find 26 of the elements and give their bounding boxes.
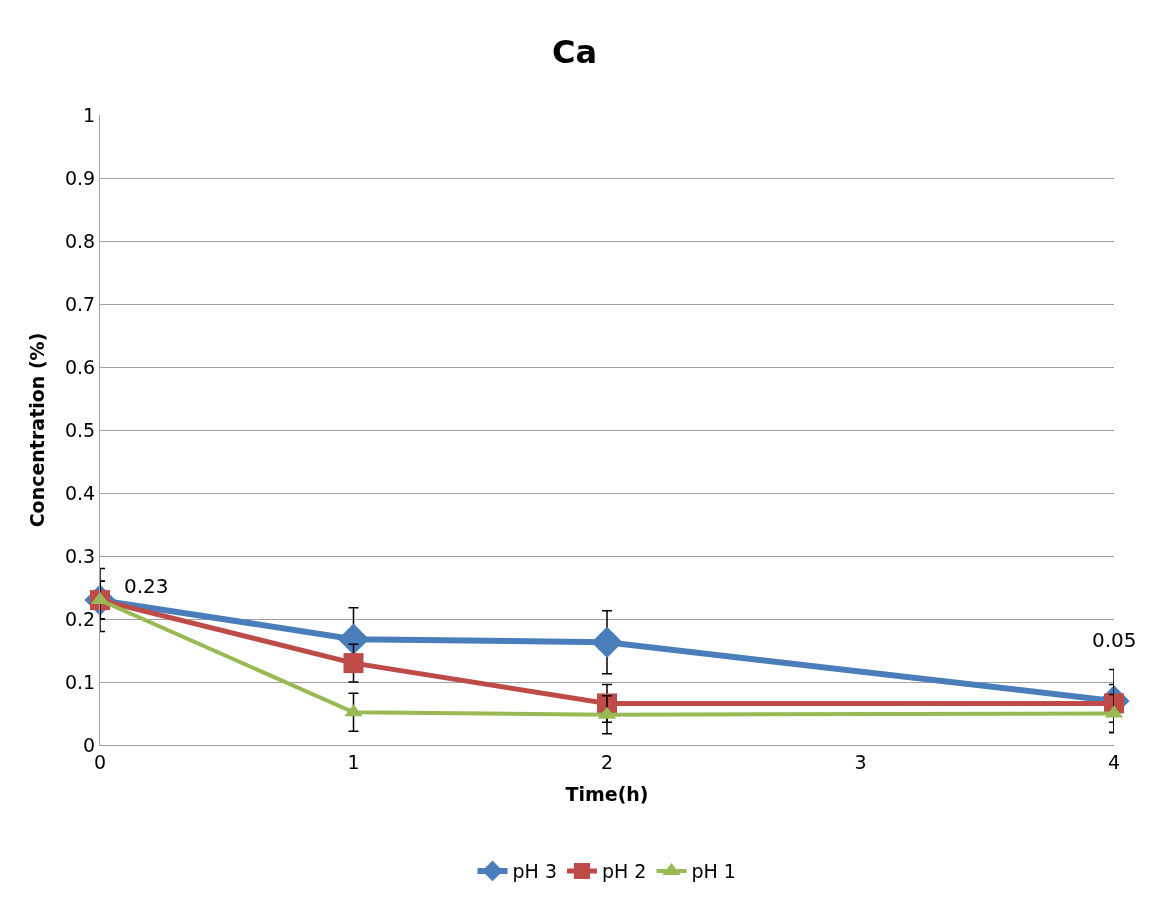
y-axis-title: Concentration (%)	[25, 332, 48, 528]
data-label: 0.23	[124, 574, 169, 598]
point	[337, 623, 370, 655]
point	[343, 653, 364, 674]
x-tick-label: 4	[1107, 750, 1121, 773]
legend-label: pH 2	[601, 860, 647, 883]
x-tick-label: 3	[854, 750, 867, 773]
y-tick-label: 0.1	[64, 670, 96, 693]
y-tick-label: 0.8	[64, 229, 96, 252]
y-tick-label: 0.5	[64, 418, 96, 441]
chart-title: Ca	[551, 32, 598, 71]
y-tick-label: 0	[83, 733, 96, 756]
y-tick-label: 0.3	[64, 544, 96, 567]
y-tick-label: 0.2	[64, 607, 96, 630]
x-axis-title: Time(h)	[565, 782, 649, 805]
y-tick-label: 0.4	[64, 481, 96, 504]
y-tick-label: 0.7	[64, 292, 96, 315]
x-tick-label: 2	[600, 750, 614, 773]
y-tick-label: 0.6	[64, 355, 96, 378]
y-tick-label: 1	[83, 103, 96, 126]
x-tick-label: 1	[347, 750, 360, 773]
data-label: 0.05	[1092, 628, 1137, 652]
point	[591, 626, 623, 658]
legend-label: pH 1	[691, 860, 736, 883]
legend-label: pH 3	[512, 860, 557, 883]
y-tick-label: 0.9	[64, 166, 96, 189]
